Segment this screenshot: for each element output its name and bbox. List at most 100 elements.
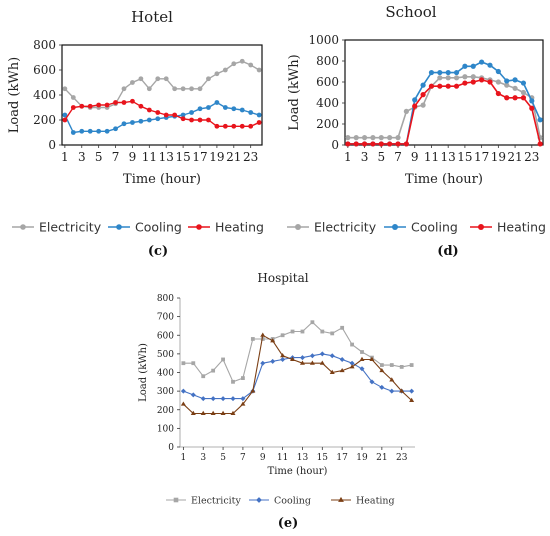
y-tick-label: 600 — [157, 331, 174, 341]
chart-title: Hospital — [257, 271, 308, 285]
data-point — [201, 374, 206, 379]
data-point — [537, 141, 543, 147]
data-point — [256, 112, 262, 118]
y-tick-label: 400 — [33, 88, 56, 102]
legend-marker — [338, 496, 344, 502]
data-point — [197, 106, 203, 112]
data-point — [163, 76, 169, 82]
y-tick-label: 0 — [48, 138, 56, 152]
data-point — [231, 106, 237, 112]
x-tick-label: 19 — [356, 453, 368, 463]
x-axis-label: Time (hour) — [123, 172, 201, 187]
data-point — [214, 71, 220, 77]
data-point — [378, 141, 384, 147]
data-point — [121, 100, 127, 105]
x-tick-label: 9 — [411, 150, 419, 164]
data-point — [180, 116, 186, 122]
data-point — [138, 76, 144, 82]
data-point — [220, 410, 226, 415]
chart-title: School — [385, 3, 436, 21]
legend-label: Cooling — [274, 496, 311, 507]
x-tick-label: 9 — [129, 150, 137, 164]
legend-label: Heating — [215, 220, 264, 235]
x-axis-label: Time (hour) — [405, 172, 483, 187]
data-point — [79, 103, 85, 109]
x-tick-label: 9 — [260, 453, 266, 463]
y-axis-label: Load (kWh) — [7, 57, 22, 133]
data-point — [300, 329, 305, 334]
legend-entry-heating: Heating — [470, 220, 546, 235]
data-point — [211, 368, 216, 373]
data-point — [290, 329, 295, 334]
y-tick-label: 600 — [316, 75, 339, 89]
data-point — [330, 331, 335, 336]
x-tick-label: 23 — [243, 150, 258, 164]
data-point — [70, 95, 76, 100]
data-point — [379, 384, 385, 390]
data-point — [62, 86, 68, 92]
data-point — [121, 121, 127, 127]
x-tick-label: 5 — [220, 453, 226, 463]
plot-frame — [344, 39, 544, 146]
x-tick-label: 13 — [441, 150, 456, 164]
data-point — [319, 360, 325, 365]
data-point — [87, 103, 93, 109]
data-point — [87, 128, 93, 134]
data-point — [206, 117, 211, 123]
x-tick-label: 1 — [181, 453, 187, 463]
legend-label: Cooling — [135, 220, 182, 235]
series-line — [183, 334, 412, 415]
data-point — [239, 107, 245, 113]
y-tick-label: 200 — [316, 117, 339, 131]
y-tick-label: 800 — [33, 38, 56, 52]
data-point — [96, 102, 102, 108]
data-point — [241, 376, 245, 380]
data-point — [206, 105, 211, 110]
legend-entry-electricity: Electricity — [287, 220, 377, 235]
data-point — [256, 67, 262, 73]
data-point — [248, 123, 254, 129]
data-point — [487, 79, 493, 85]
data-point — [197, 86, 203, 92]
chart-title: Hotel — [131, 8, 173, 26]
legend-label: Electricity — [191, 496, 241, 507]
data-point — [280, 356, 286, 362]
data-point — [412, 97, 418, 103]
data-point — [462, 63, 468, 69]
series-cooling — [180, 351, 415, 402]
x-tick-label: 11 — [277, 453, 288, 463]
x-axis-label: Time (hour) — [268, 466, 328, 477]
data-point — [353, 135, 359, 141]
data-point — [353, 141, 359, 147]
x-tick-label: 3 — [361, 150, 369, 164]
legend-marker — [20, 224, 26, 230]
data-point — [113, 126, 118, 132]
data-point — [437, 75, 443, 81]
data-point — [470, 79, 476, 85]
x-tick-label: 7 — [112, 150, 120, 164]
data-point — [537, 117, 543, 123]
data-point — [445, 75, 451, 81]
y-tick-label: 200 — [33, 113, 56, 127]
series-line — [64, 60, 260, 109]
data-point — [349, 360, 355, 366]
legend-marker — [478, 224, 484, 230]
data-point — [248, 62, 254, 68]
data-point — [387, 141, 393, 147]
data-point — [370, 135, 376, 141]
data-point — [155, 110, 161, 115]
data-point — [155, 76, 161, 82]
data-point — [409, 388, 415, 394]
series-line — [183, 321, 412, 383]
series-cooling — [345, 59, 543, 147]
x-tick-label: 23 — [396, 453, 408, 463]
data-point — [479, 77, 485, 83]
legend-entry-cooling: Cooling — [384, 220, 458, 235]
data-point — [104, 128, 110, 134]
data-point — [309, 360, 315, 365]
x-tick-label: 3 — [200, 453, 206, 463]
data-point — [299, 355, 305, 361]
legend-marker — [196, 224, 202, 230]
legend-entry-heating: Heating — [188, 220, 264, 235]
data-point — [389, 377, 395, 382]
